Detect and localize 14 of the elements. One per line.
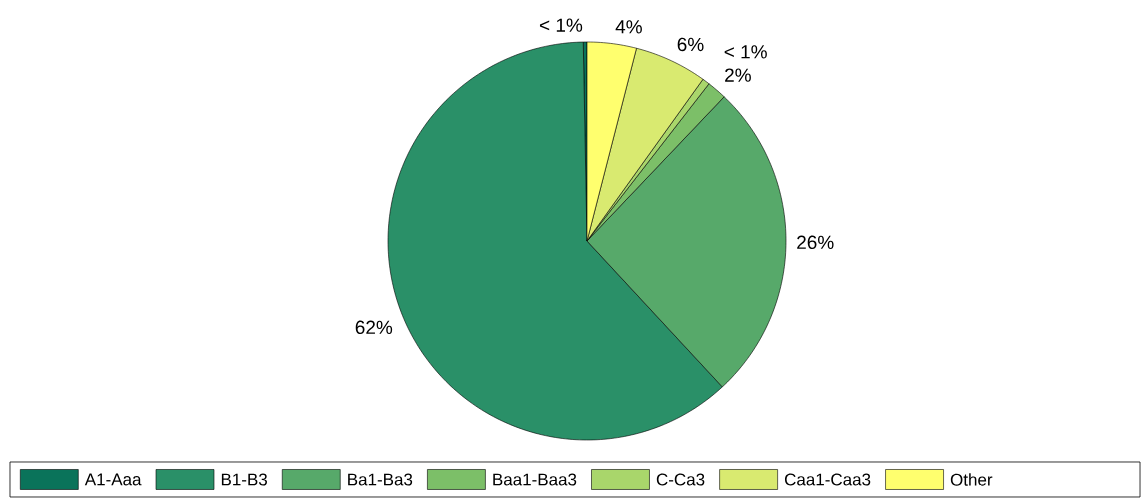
data-label: < 1% bbox=[539, 18, 583, 32]
legend-label: A1-Aaa bbox=[84, 473, 142, 486]
legend-label: C-Ca3 bbox=[656, 473, 705, 486]
data-label: < 1% bbox=[724, 45, 767, 59]
data-label: 4% bbox=[615, 20, 642, 34]
data-label: 6% bbox=[677, 37, 704, 52]
data-label: 62% bbox=[355, 320, 393, 335]
legend-label: B1-B3 bbox=[221, 473, 267, 486]
legend-label: Baa1-Baa3 bbox=[493, 473, 577, 486]
data-label: 26% bbox=[797, 235, 834, 250]
legend-label: Other bbox=[950, 473, 993, 486]
legend-label: Caa1-Caa3 bbox=[784, 473, 871, 486]
data-label: 2% bbox=[725, 68, 751, 82]
legend-label: Ba1-Ba3 bbox=[348, 473, 413, 486]
